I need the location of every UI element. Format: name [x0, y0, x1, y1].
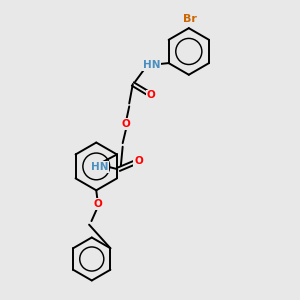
Text: O: O — [147, 90, 156, 100]
Text: O: O — [122, 119, 130, 129]
Text: O: O — [93, 199, 102, 209]
Text: Br: Br — [183, 14, 197, 24]
Text: HN: HN — [91, 162, 108, 172]
Text: O: O — [134, 156, 143, 166]
Text: HN: HN — [142, 61, 160, 70]
